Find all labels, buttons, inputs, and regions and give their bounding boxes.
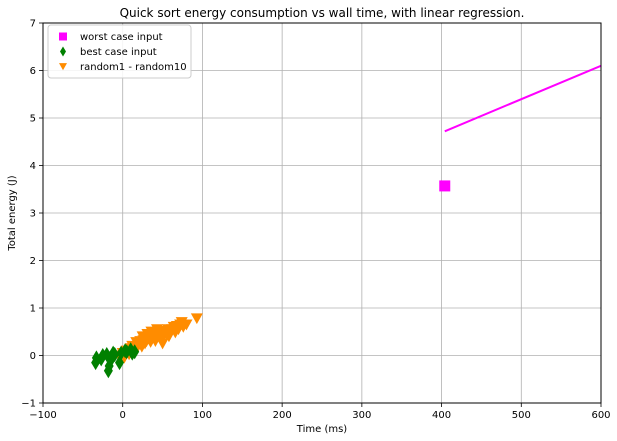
x-tick-label: −100 [29, 410, 56, 421]
diamond-point [110, 347, 120, 363]
y-axis-ticks: −1 0 1 2 3 4 5 6 7 [21, 19, 43, 410]
legend-label-best-case: best case input [80, 47, 157, 58]
legend-box [47, 24, 192, 79]
y-axis-label: Total energy (J) [7, 175, 18, 251]
x-axis-ticks: −100 0 100 200 300 400 500 600 [29, 403, 611, 421]
series-square [439, 180, 451, 192]
chart-title: Quick sort energy consumption vs wall ti… [120, 6, 525, 20]
y-tick-label: 5 [30, 114, 36, 125]
x-tick-label: 100 [193, 410, 212, 421]
triangle-down-point [190, 313, 203, 325]
x-axis-label: Time (ms) [296, 424, 348, 435]
legend: worst case input best case input random1… [47, 24, 192, 79]
legend-markers [59, 32, 67, 71]
y-tick-label: 0 [30, 351, 36, 362]
legend-marker-diamond [60, 46, 66, 57]
square-point [439, 180, 451, 192]
legend-label-worst-case: worst case input [80, 32, 163, 43]
y-tick-label: 1 [30, 304, 36, 315]
series-diamond [91, 342, 140, 379]
x-tick-label: 400 [432, 410, 451, 421]
legend-marker-triangle-down [59, 63, 67, 71]
y-tick-label: −1 [21, 399, 36, 410]
x-tick-label: 300 [352, 410, 371, 421]
legend-label-random: random1 - random10 [80, 62, 187, 73]
triangle-down-point [180, 319, 193, 331]
y-tick-label: 4 [30, 161, 36, 172]
y-tick-label: 6 [30, 66, 36, 77]
y-tick-label: 3 [30, 209, 36, 220]
y-tick-label: 2 [30, 256, 36, 267]
y-tick-label: 7 [30, 19, 36, 30]
x-tick-label: 500 [512, 410, 531, 421]
x-tick-label: 200 [273, 410, 292, 421]
x-tick-label: 0 [120, 410, 126, 421]
triangle-down-point [156, 338, 169, 350]
diamond-point [130, 344, 140, 360]
plot-marks [91, 64, 601, 379]
regression-line [444, 64, 601, 133]
legend-marker-square [59, 32, 67, 41]
x-tick-label: 600 [591, 410, 610, 421]
